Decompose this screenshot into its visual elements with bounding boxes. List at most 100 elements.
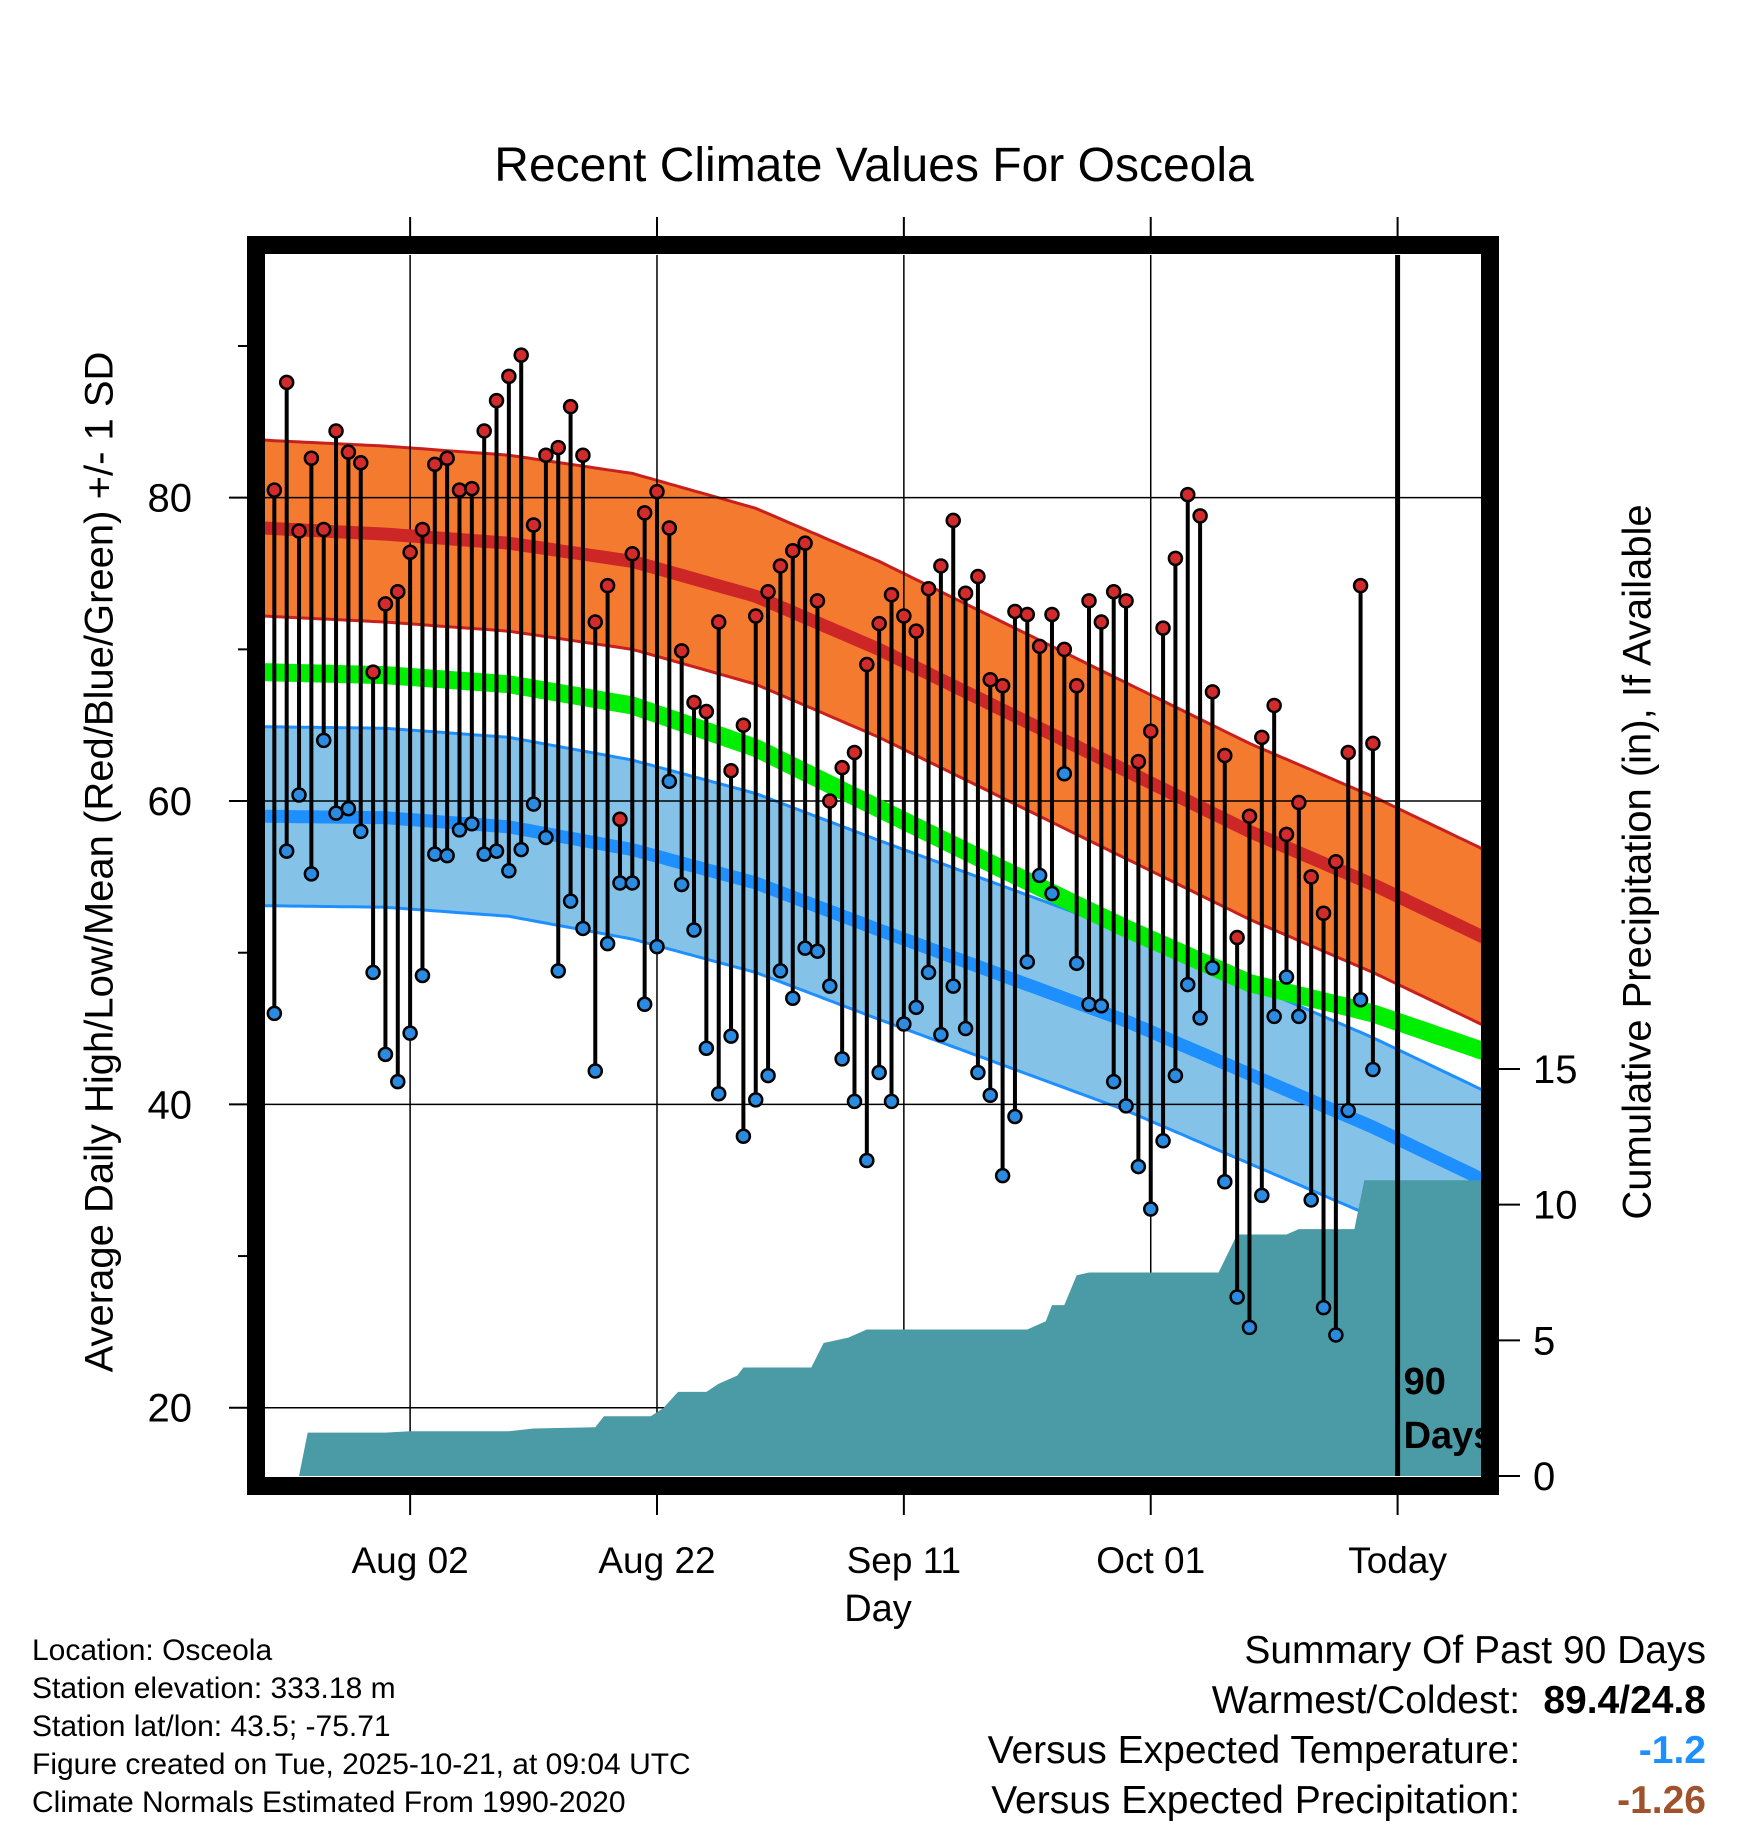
daily-high-point xyxy=(1352,577,1369,594)
x-tick-label: Today xyxy=(1348,1540,1447,1581)
daily-high-point xyxy=(1105,583,1122,600)
daily-low-point xyxy=(1019,954,1036,970)
daily-low-point xyxy=(1155,1133,1171,1149)
summary-heading: Summary Of Past 90 Days xyxy=(1244,1629,1706,1672)
daily-low-point xyxy=(809,943,826,959)
daily-low-point xyxy=(599,935,616,952)
today-note-days-count: 90 xyxy=(1404,1361,1446,1403)
y2-tick-label: 5 xyxy=(1533,1319,1555,1363)
daily-high-point xyxy=(1081,593,1097,609)
daily-low-point xyxy=(698,1040,715,1057)
daily-low-point xyxy=(649,938,665,955)
daily-low-point xyxy=(871,1064,887,1081)
daily-high-point xyxy=(587,614,604,630)
daily-high-point xyxy=(1142,723,1159,740)
daily-low-point xyxy=(377,1046,394,1063)
daily-high-point xyxy=(439,450,455,466)
daily-high-point xyxy=(1254,729,1270,746)
daily-low-point xyxy=(1031,867,1048,884)
daily-high-point xyxy=(266,482,283,498)
daily-low-point xyxy=(920,964,937,981)
daily-low-point xyxy=(1328,1327,1344,1343)
daily-low-point xyxy=(1315,1299,1332,1316)
daily-high-point xyxy=(340,444,357,460)
daily-high-point xyxy=(772,558,789,574)
daily-low-point xyxy=(340,800,357,817)
y-axis-label-temperature: Average Daily High/Low/Mean (Red/Blue/Gr… xyxy=(77,351,122,1373)
summary-temp-row: Versus Expected Temperature: -1.2 xyxy=(988,1726,1706,1776)
daily-low-point xyxy=(661,773,678,790)
daily-high-point xyxy=(785,543,801,559)
daily-high-point xyxy=(747,608,764,624)
daily-low-point xyxy=(846,1093,863,1110)
latlon-line: Station lat/lon: 43.5; -75.71 xyxy=(32,1710,391,1743)
daily-low-point xyxy=(303,866,320,882)
daily-high-point xyxy=(933,558,949,574)
summary-panel: Summary Of Past 90 Days Warmest/Coldest:… xyxy=(988,1626,1706,1826)
daily-low-point xyxy=(575,920,591,937)
today-note-days-word: Days xyxy=(1404,1415,1495,1457)
daily-high-point xyxy=(1167,550,1184,567)
normals-line: Climate Normals Estimated From 1990-2020 xyxy=(32,1786,626,1819)
daily-high-point xyxy=(1315,905,1332,922)
y-tick-label: 40 xyxy=(148,1083,193,1127)
daily-high-point xyxy=(723,762,739,779)
daily-low-point xyxy=(488,843,505,859)
daily-low-point xyxy=(315,732,332,749)
daily-high-point xyxy=(427,456,443,473)
daily-low-point xyxy=(1142,1201,1159,1217)
x-axis-label: Day xyxy=(844,1588,912,1630)
daily-low-point xyxy=(957,1020,974,1037)
daily-high-point xyxy=(834,759,850,776)
y-axis-label-precipitation: Cumulative Precipitation (in), If Availa… xyxy=(1615,504,1660,1220)
daily-low-point xyxy=(1044,885,1060,902)
daily-high-point xyxy=(599,577,616,594)
daily-low-point xyxy=(735,1128,752,1144)
daily-high-point xyxy=(451,482,468,498)
daily-high-point xyxy=(1118,593,1134,609)
daily-low-point xyxy=(710,1086,727,1102)
x-tick-label: Sep 11 xyxy=(847,1540,962,1581)
daily-low-point xyxy=(896,1016,912,1032)
elevation-line: Station elevation: 333.18 m xyxy=(32,1672,396,1705)
daily-high-point xyxy=(1328,853,1344,870)
daily-low-point xyxy=(439,847,455,864)
daily-high-point xyxy=(513,347,529,363)
mean-normal-line xyxy=(262,663,1484,1060)
daily-low-point xyxy=(525,796,542,812)
daily-high-point xyxy=(1303,869,1319,885)
daily-low-point xyxy=(1303,1192,1319,1208)
summary-warm-cold-row: Warmest/Coldest: 89.4/24.8 xyxy=(988,1676,1706,1726)
daily-low-point xyxy=(760,1067,776,1084)
daily-low-point xyxy=(636,996,653,1013)
x-tick-label: Aug 22 xyxy=(598,1540,715,1581)
daily-low-point xyxy=(933,1026,949,1043)
daily-low-point xyxy=(822,978,838,994)
daily-low-point xyxy=(982,1087,999,1104)
daily-high-point xyxy=(377,596,394,612)
daily-high-point xyxy=(1180,486,1196,503)
daily-high-point xyxy=(476,423,492,439)
daily-low-point xyxy=(723,1028,739,1044)
daily-high-point xyxy=(464,480,480,497)
daily-high-point xyxy=(710,614,727,630)
daily-high-point xyxy=(673,643,690,659)
daily-high-point xyxy=(661,520,678,536)
high-band-lower-edge xyxy=(262,614,1484,1027)
created-line: Figure created on Tue, 2025-10-21, at 09… xyxy=(32,1748,691,1781)
daily-low-point xyxy=(501,863,517,879)
daily-low-point xyxy=(859,1152,875,1169)
daily-low-point xyxy=(414,967,431,984)
daily-high-point xyxy=(501,368,517,385)
daily-high-point xyxy=(735,717,752,733)
daily-high-point xyxy=(1340,744,1356,761)
daily-low-point xyxy=(1241,1319,1258,1336)
warm-cold-value: 89.4/24.8 xyxy=(1543,1679,1706,1722)
daily-high-point xyxy=(822,793,838,809)
daily-high-point xyxy=(883,587,900,603)
warm-cold-label: Warmest/Coldest: xyxy=(1211,1679,1521,1722)
daily-low-point xyxy=(1266,1008,1282,1025)
daily-high-point xyxy=(525,517,542,533)
daily-high-point xyxy=(538,447,554,463)
daily-high-point xyxy=(636,505,653,521)
